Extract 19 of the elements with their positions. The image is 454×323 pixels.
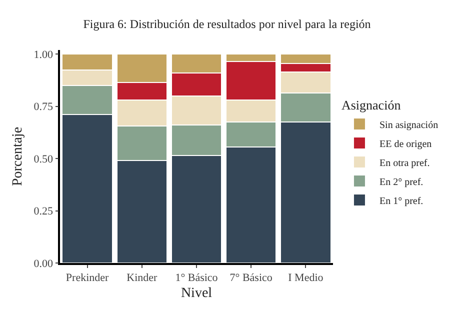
legend-label: En 1° pref. bbox=[379, 196, 424, 207]
x-axis-title: Nivel bbox=[180, 286, 212, 301]
legend-label: EE de origen bbox=[379, 138, 432, 150]
legend-label: En 2° pref. bbox=[379, 176, 424, 188]
x-tick-label: Prekinder bbox=[66, 272, 110, 284]
x-tick-label: 7° Básico bbox=[230, 272, 273, 284]
x-tick-label: I Medio bbox=[288, 272, 324, 284]
chart-title: Figura 6: Distribución de resultados por nivel para la región bbox=[83, 16, 371, 31]
x-tick-label: 1° Básico bbox=[175, 272, 218, 284]
legend-label: Sin asignación bbox=[379, 120, 438, 131]
y-tick-label: 0.25 bbox=[34, 206, 54, 218]
y-tick-label: 0.75 bbox=[34, 101, 54, 114]
y-axis-title: Porcentaje bbox=[10, 126, 26, 186]
legend-title: Asignación bbox=[341, 98, 402, 112]
y-tick-label: 0.00 bbox=[34, 258, 54, 270]
y-tick-label: 0.50 bbox=[34, 153, 54, 166]
y-tick-label: 1.00 bbox=[34, 49, 54, 62]
x-tick-label: Kinder bbox=[126, 272, 158, 284]
legend-label: En otra pref. bbox=[379, 158, 430, 169]
